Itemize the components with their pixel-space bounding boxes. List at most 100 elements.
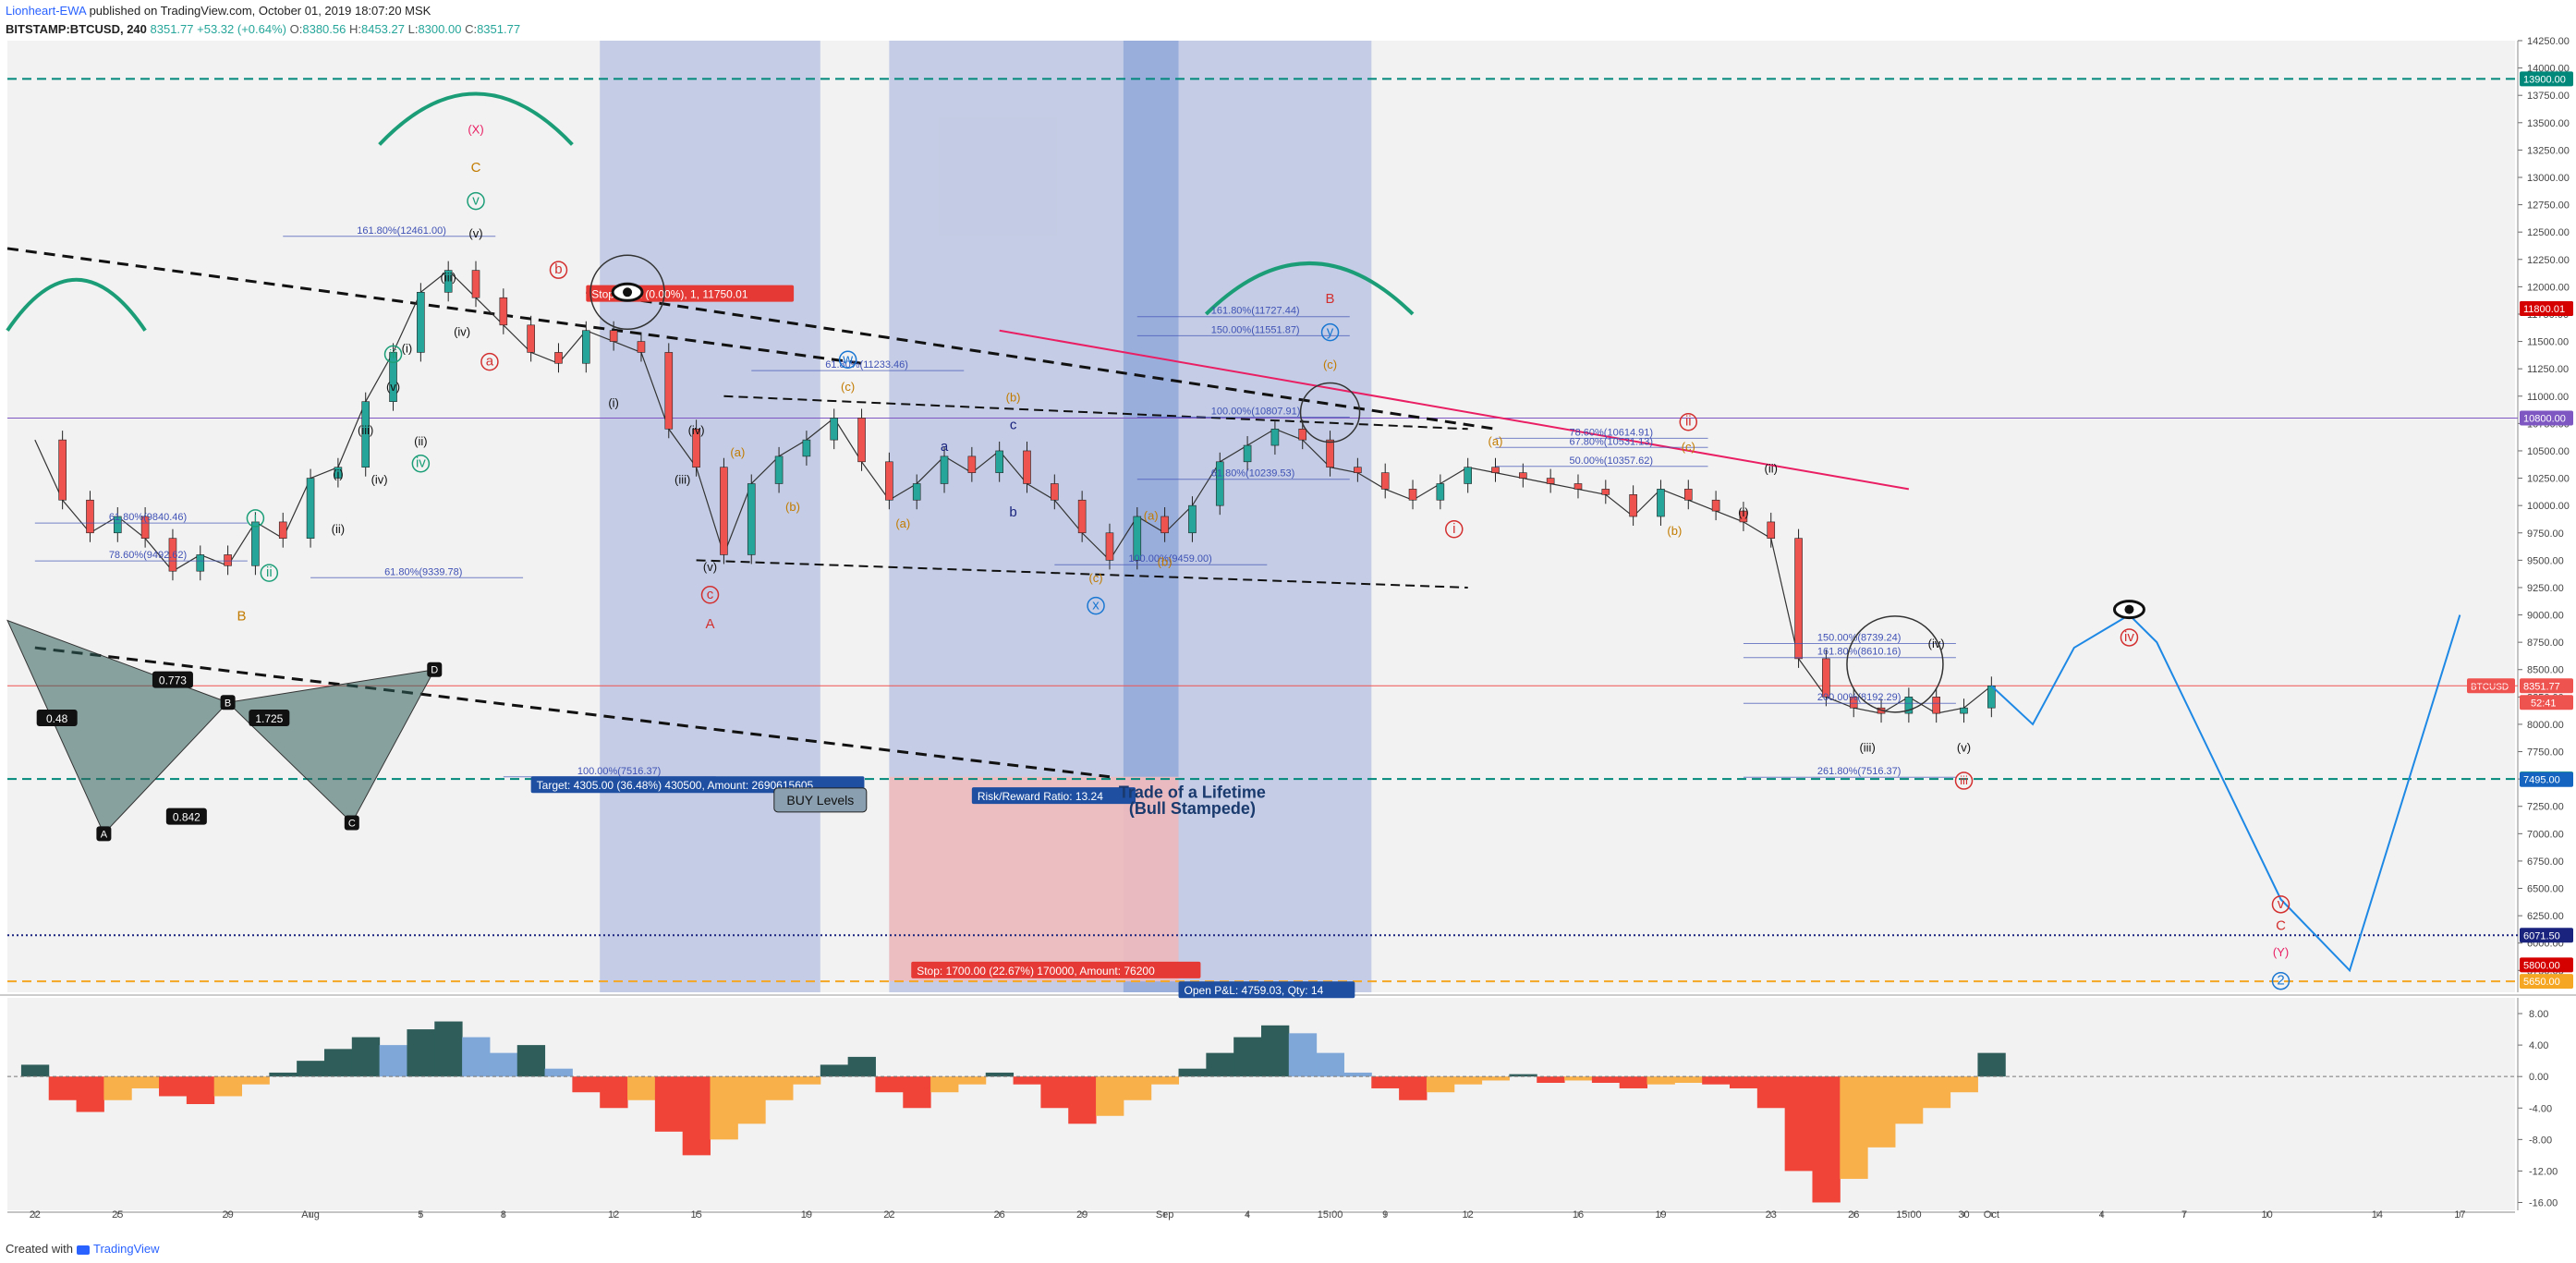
oscillator-bar <box>1619 1076 1648 1088</box>
wave-label: 2 <box>2277 973 2284 989</box>
time-tick-label: 8 <box>501 1209 506 1220</box>
fib-level-label: 100.00%(9459.00) <box>1128 553 1212 565</box>
price-tick-label: 13250.00 <box>2527 145 2570 156</box>
candle-body <box>1519 472 1527 479</box>
last-price: 8351.77 <box>150 22 194 36</box>
trend-lines <box>6 247 1910 779</box>
oscillator-bar <box>351 1037 381 1077</box>
wave-label: i <box>1452 521 1455 537</box>
candle-body <box>912 483 921 501</box>
candle-body <box>747 483 756 555</box>
harmonic-ratio-box <box>249 710 290 727</box>
wave-label: iv <box>416 455 426 471</box>
wave-label: C <box>471 160 481 176</box>
arc-decorations <box>6 91 1415 332</box>
range-highlights <box>600 41 1372 992</box>
wave-label: (a) <box>895 516 910 530</box>
fib-level-label: 161.80%(11727.44) <box>1211 306 1300 317</box>
published-info: published on TradingView.com, October 01… <box>89 4 431 18</box>
candle-body <box>1354 467 1362 473</box>
fib-level-label: 150.00%(11551.87) <box>1211 324 1300 335</box>
candle-body <box>113 516 122 534</box>
price-line <box>34 269 1992 714</box>
wave-label: (iv) <box>371 472 388 486</box>
oscillator-bar <box>1040 1076 1069 1109</box>
candle-body <box>306 478 315 539</box>
position-box-label: Risk/Reward Ratio: 13.24 <box>978 790 1103 803</box>
harmonic-point-marker <box>344 815 359 831</box>
wave-label-circle <box>1954 771 1974 790</box>
price-tick-label: 10500.00 <box>2527 446 2570 457</box>
callout-box <box>773 787 868 813</box>
price-tag <box>2520 410 2573 426</box>
position-box-label: Stop: 1700.00 (22.67%) 170000, Amount: 7… <box>917 965 1155 978</box>
arc-shape <box>1204 261 1415 316</box>
chart-header: Lionheart-EWA published on TradingView.c… <box>6 2 520 39</box>
oscillator-tick-label: 4.00 <box>2529 1040 2548 1051</box>
price-tag <box>2520 678 2573 694</box>
harmonic-point-label: C <box>348 818 356 829</box>
countdown-tag <box>2520 695 2573 710</box>
wave-label: (c) <box>1682 440 1695 454</box>
wave-label: a <box>486 354 494 370</box>
wave-label: (iv) <box>688 423 705 437</box>
price-tick-label: 9750.00 <box>2527 528 2564 540</box>
oscillator-bar <box>103 1076 132 1100</box>
candle-body <box>527 324 535 353</box>
oscillator-bar <box>1233 1037 1262 1077</box>
fib-level-label: 67.80%(10531.13) <box>1570 436 1654 447</box>
price-tick-label: 13000.00 <box>2527 173 2570 184</box>
price-tick-label: 14250.00 <box>2527 36 2570 47</box>
wave-label-circle <box>1445 520 1464 539</box>
oscillator-bar <box>407 1029 435 1077</box>
time-tick-label: 26 <box>1848 1209 1859 1220</box>
candle-body <box>664 352 674 430</box>
price-tick-label: 12000.00 <box>2527 282 2570 293</box>
fib-level-label: 200.00%(8192.29) <box>1817 692 1902 703</box>
price-tag-label: 8351.77 <box>2523 681 2560 692</box>
close-value: 8351.77 <box>477 22 521 36</box>
wave-label: v <box>2278 896 2285 912</box>
fib-level-label: 100.00%(7516.37) <box>577 766 662 777</box>
callout-label: Trade of a Lifetime <box>1119 783 1266 801</box>
wave-label: iii <box>1960 773 1968 787</box>
candle-body <box>1326 439 1334 468</box>
highlight-circle <box>589 254 665 331</box>
countdown-label: 52:41 <box>2531 698 2557 709</box>
price-tick-label: 11500.00 <box>2527 337 2569 348</box>
author-name[interactable]: Lionheart-EWA <box>6 4 86 18</box>
oscillator-bar <box>1784 1076 1813 1172</box>
time-tick-label: 19 <box>801 1209 812 1220</box>
candle-body <box>1215 461 1224 506</box>
position-boxes: Stop: 0.01 (0.00%), 1, 11750.01Risk/Rewa… <box>530 285 1355 999</box>
candle-body <box>444 270 453 293</box>
callout-label: BUY Levels <box>786 793 854 808</box>
price-tick-label: 12250.00 <box>2527 255 2570 266</box>
oscillator-bar <box>710 1076 738 1140</box>
wave-label: (v) <box>386 380 400 394</box>
oscillator-bar <box>131 1076 160 1088</box>
time-tick-label: 10 <box>2261 1209 2272 1220</box>
oscillator-bar <box>1509 1074 1537 1077</box>
tradingview-link[interactable]: TradingView <box>92 1242 160 1256</box>
oscillator-tick-label: -16.00 <box>2529 1197 2558 1208</box>
trend-line <box>696 559 1468 589</box>
tradingview-logo-icon <box>76 1245 90 1255</box>
oscillator-bar <box>269 1072 298 1077</box>
price-tick-label: 7750.00 <box>2527 747 2564 759</box>
fib-level-label: 161.80%(8610.16) <box>1817 647 1902 658</box>
wave-label: B <box>1326 291 1335 307</box>
created-with-text: Created with <box>6 1242 73 1256</box>
candle-body <box>1822 658 1830 698</box>
candle-body <box>1546 478 1555 484</box>
time-tick-label: 9 <box>1382 1209 1388 1220</box>
price-tag-label: 5650.00 <box>2523 977 2560 988</box>
oscillator-bar <box>1426 1076 1455 1093</box>
price-tick-label: 13750.00 <box>2527 91 2570 102</box>
time-tick-label: 30 <box>1958 1209 1969 1220</box>
time-tick-label: Sep <box>1156 1209 1174 1220</box>
harmonic-point-label: D <box>431 665 438 676</box>
harmonic-leg <box>226 669 436 824</box>
candle-body <box>1160 516 1169 534</box>
